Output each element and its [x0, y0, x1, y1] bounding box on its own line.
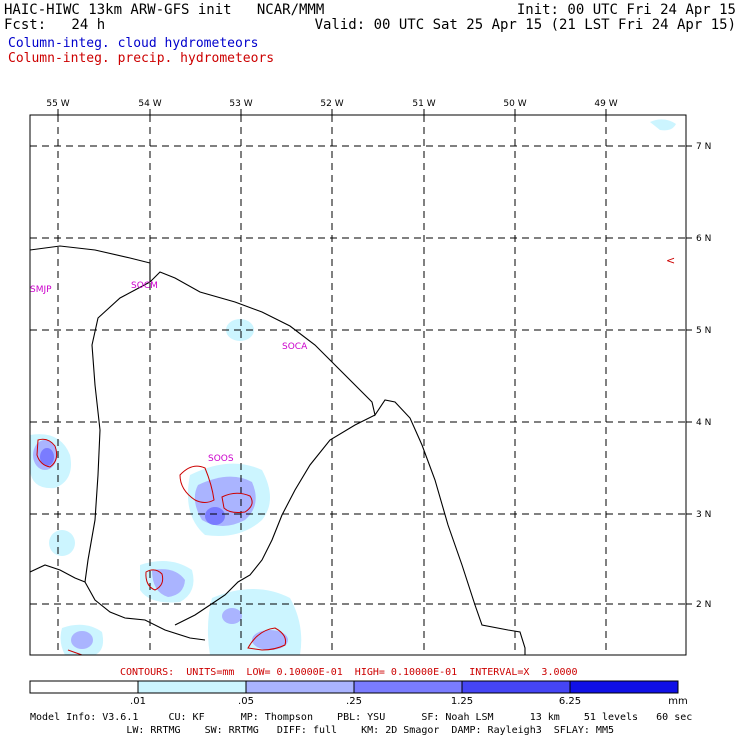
- plot-frame: [29, 114, 687, 656]
- lon-label-55w: 55 W: [46, 99, 69, 109]
- station-soos: SOOS: [208, 454, 234, 464]
- lat-lon-grid: [30, 115, 686, 655]
- station-smjp: SMJP: [30, 285, 52, 295]
- valid-time: Valid: 00 UTC Sat 25 Apr 15 (21 LST Fri …: [314, 17, 736, 33]
- colorbar-tick-label: 6.25: [559, 696, 581, 707]
- lon-label-54w: 54 W: [138, 99, 161, 109]
- lat-label-2n: 2 N: [696, 600, 711, 610]
- legend-cloud-hydrometeors: Column-integ. cloud hydrometeors: [8, 36, 259, 51]
- lon-label-49w: 49 W: [594, 99, 617, 109]
- lat-label-3n: 3 N: [696, 510, 711, 520]
- lat-label-7n: 7 N: [696, 142, 711, 152]
- legend-precip-hydrometeors: Column-integ. precip. hydrometeors: [8, 51, 275, 66]
- lat-ticks: [686, 145, 692, 605]
- station-socm: SOCM: [131, 281, 158, 291]
- wind-barb-icon: <: [666, 254, 675, 267]
- colorbar-tick-label: .05: [238, 696, 254, 707]
- lon-label-50w: 50 W: [503, 99, 526, 109]
- lon-label-53w: 53 W: [229, 99, 252, 109]
- model-info-line2: LW: RRTMG SW: RRTMG DIFF: full KM: 2D Sm…: [30, 725, 614, 736]
- colorbar-tick-label: .01: [130, 696, 146, 707]
- lat-label-5n: 5 N: [696, 326, 711, 336]
- contours-info: CONTOURS: UNITS=mm LOW= 0.10000E-01 HIGH…: [120, 667, 578, 678]
- lat-label-6n: 6 N: [696, 234, 711, 244]
- forecast-hour: Fcst: 24 h: [4, 17, 106, 33]
- cloud-shading: [30, 119, 676, 655]
- lat-label-4n: 4 N: [696, 418, 711, 428]
- header-title: HAIC-HIWC 13km ARW-GFS init NCAR/MMM: [4, 2, 325, 18]
- colorbar-tick-label: .25: [346, 696, 362, 707]
- lon-label-51w: 51 W: [412, 99, 435, 109]
- lon-label-52w: 52 W: [320, 99, 343, 109]
- colorbar-unit: mm: [668, 696, 687, 707]
- lon-ticks: [57, 109, 607, 115]
- station-soca: SOCA: [282, 342, 308, 352]
- coastlines: [30, 245, 526, 655]
- colorbar-tick-label: 1.25: [451, 696, 473, 707]
- precip-contours: [36, 438, 286, 655]
- init-time: Init: 00 UTC Fri 24 Apr 15: [516, 2, 736, 18]
- colorbar: [29, 680, 679, 694]
- model-info-line1: Model Info: V3.6.1 CU: KF MP: Thompson P…: [30, 712, 693, 723]
